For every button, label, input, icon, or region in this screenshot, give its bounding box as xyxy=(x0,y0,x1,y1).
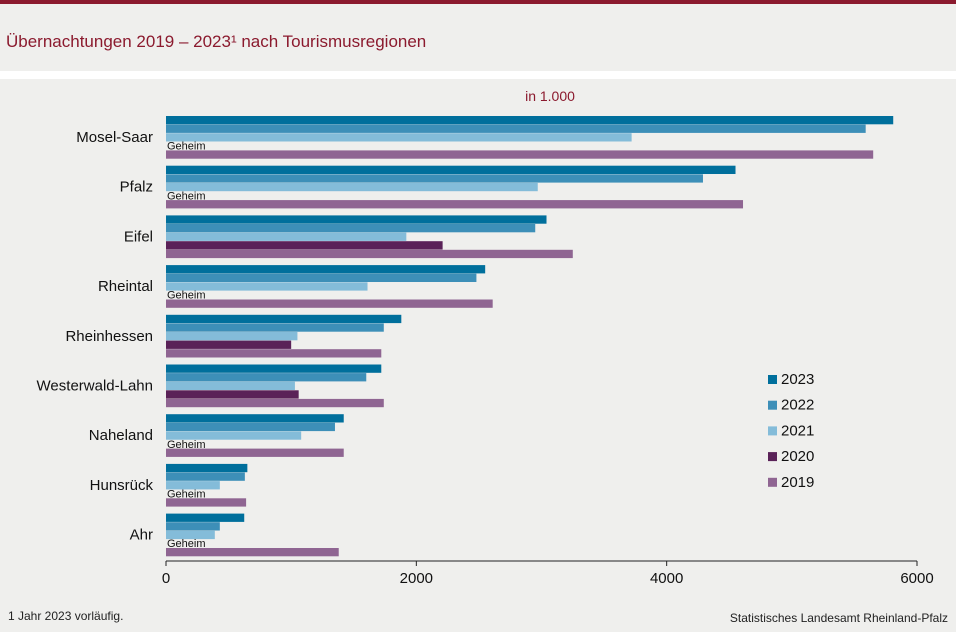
bar-2022 xyxy=(166,124,866,133)
bar-2023 xyxy=(166,463,248,473)
bar-2023 xyxy=(166,265,486,274)
unit-label: in 1.000 xyxy=(525,88,575,104)
source-credit: Statistisches Landesamt Rheinland-Pfalz xyxy=(729,611,948,625)
x-tick-label: 2000 xyxy=(400,570,433,587)
bar-2019 xyxy=(166,200,744,209)
header-separator xyxy=(0,71,956,79)
bar-2023 xyxy=(166,165,736,174)
x-tick-label: 0 xyxy=(162,570,170,587)
missing-value-label: Geheim xyxy=(167,489,206,501)
bar-2019 xyxy=(166,548,339,557)
category-label: Ahr xyxy=(130,527,153,544)
x-tick-label: 4000 xyxy=(650,570,683,587)
bar-2021 xyxy=(166,232,407,241)
footnote: 1 Jahr 2023 vorläufig. xyxy=(8,609,124,623)
missing-value-label: Geheim xyxy=(167,538,206,550)
bar-2019 xyxy=(166,249,573,259)
missing-value-label: Geheim xyxy=(167,290,206,302)
bar-2019 xyxy=(166,150,874,159)
bar-2022 xyxy=(166,472,245,481)
bar-2021 xyxy=(166,133,632,142)
legend-label: 2021 xyxy=(781,422,814,439)
legend-swatch-2020 xyxy=(768,452,777,462)
bar-2022 xyxy=(166,522,220,531)
bar-2020 xyxy=(166,390,299,399)
bar-2022 xyxy=(166,323,384,332)
legend-swatch-2019 xyxy=(768,477,777,487)
bar-2023 xyxy=(166,215,547,224)
category-labels: Mosel-Saar Pfalz Eifel Rheintal Rheinhessen W… xyxy=(37,129,154,544)
bar-2021 xyxy=(166,481,220,490)
category-label: Mosel-Saar xyxy=(76,129,153,146)
bar-2022 xyxy=(166,422,335,432)
bar-2022 xyxy=(166,174,703,183)
legend-swatch-2022 xyxy=(768,400,777,410)
legend-label: 2020 xyxy=(781,448,814,465)
bar-2019 xyxy=(166,448,344,457)
legend-label: 2019 xyxy=(781,474,814,491)
bar-2023 xyxy=(166,364,382,373)
bar-2022 xyxy=(166,224,536,233)
bar-2019 xyxy=(166,349,382,358)
legend-label: 2023 xyxy=(781,371,814,388)
missing-value-label: Geheim xyxy=(167,439,206,451)
bar-2022 xyxy=(166,273,477,282)
bar-2019 xyxy=(166,299,493,308)
category-label: Eifel xyxy=(124,228,153,245)
bar-2021 xyxy=(166,282,368,291)
bar-2020 xyxy=(166,241,443,250)
missing-value-label: Geheim xyxy=(167,141,206,153)
bar-2021 xyxy=(166,332,298,341)
bar-2022 xyxy=(166,373,367,382)
legend: 2023 2022 2021 2020 2019 xyxy=(768,371,814,491)
chart-area: in 1.000 Geheim Geheim Geheim Geheim Geheim G… xyxy=(0,79,956,627)
bars-group: Geheim Geheim Geheim Geheim Geheim Geheim xyxy=(166,116,894,557)
category-label: Hunsrück xyxy=(90,477,154,494)
top-accent-bar xyxy=(0,0,956,4)
bar-chart: in 1.000 GeheimGeheimGeheimGeheimGeheimG… xyxy=(37,88,934,587)
bar-2023 xyxy=(166,116,894,125)
bar-2019 xyxy=(166,498,247,507)
bar-2021 xyxy=(166,182,538,192)
x-axis: 0 2000 4000 6000 xyxy=(162,560,934,587)
bar-2021 xyxy=(166,530,215,540)
category-label: Rheinhessen xyxy=(65,328,153,345)
chart-title: Übernachtungen 2019 – 2023¹ nach Tourism… xyxy=(6,32,427,51)
category-label: Naheland xyxy=(89,427,153,444)
category-label: Pfalz xyxy=(120,179,153,196)
x-tick-label: 6000 xyxy=(900,570,933,587)
bar-2023 xyxy=(166,513,245,522)
legend-swatch-2023 xyxy=(768,375,777,384)
bar-2020 xyxy=(166,340,292,349)
bar-2021 xyxy=(166,431,302,440)
category-label: Westerwald-Lahn xyxy=(37,378,153,395)
bar-2023 xyxy=(166,414,344,423)
category-label: Rheintal xyxy=(98,278,153,295)
missing-value-label: Geheim xyxy=(167,190,206,202)
bar-2021 xyxy=(166,381,295,390)
bar-2023 xyxy=(166,314,402,324)
legend-label: 2022 xyxy=(781,397,814,414)
bar-2019 xyxy=(166,398,384,408)
legend-swatch-2021 xyxy=(768,426,777,436)
header: Übernachtungen 2019 – 2023¹ nach Tourism… xyxy=(0,4,956,71)
